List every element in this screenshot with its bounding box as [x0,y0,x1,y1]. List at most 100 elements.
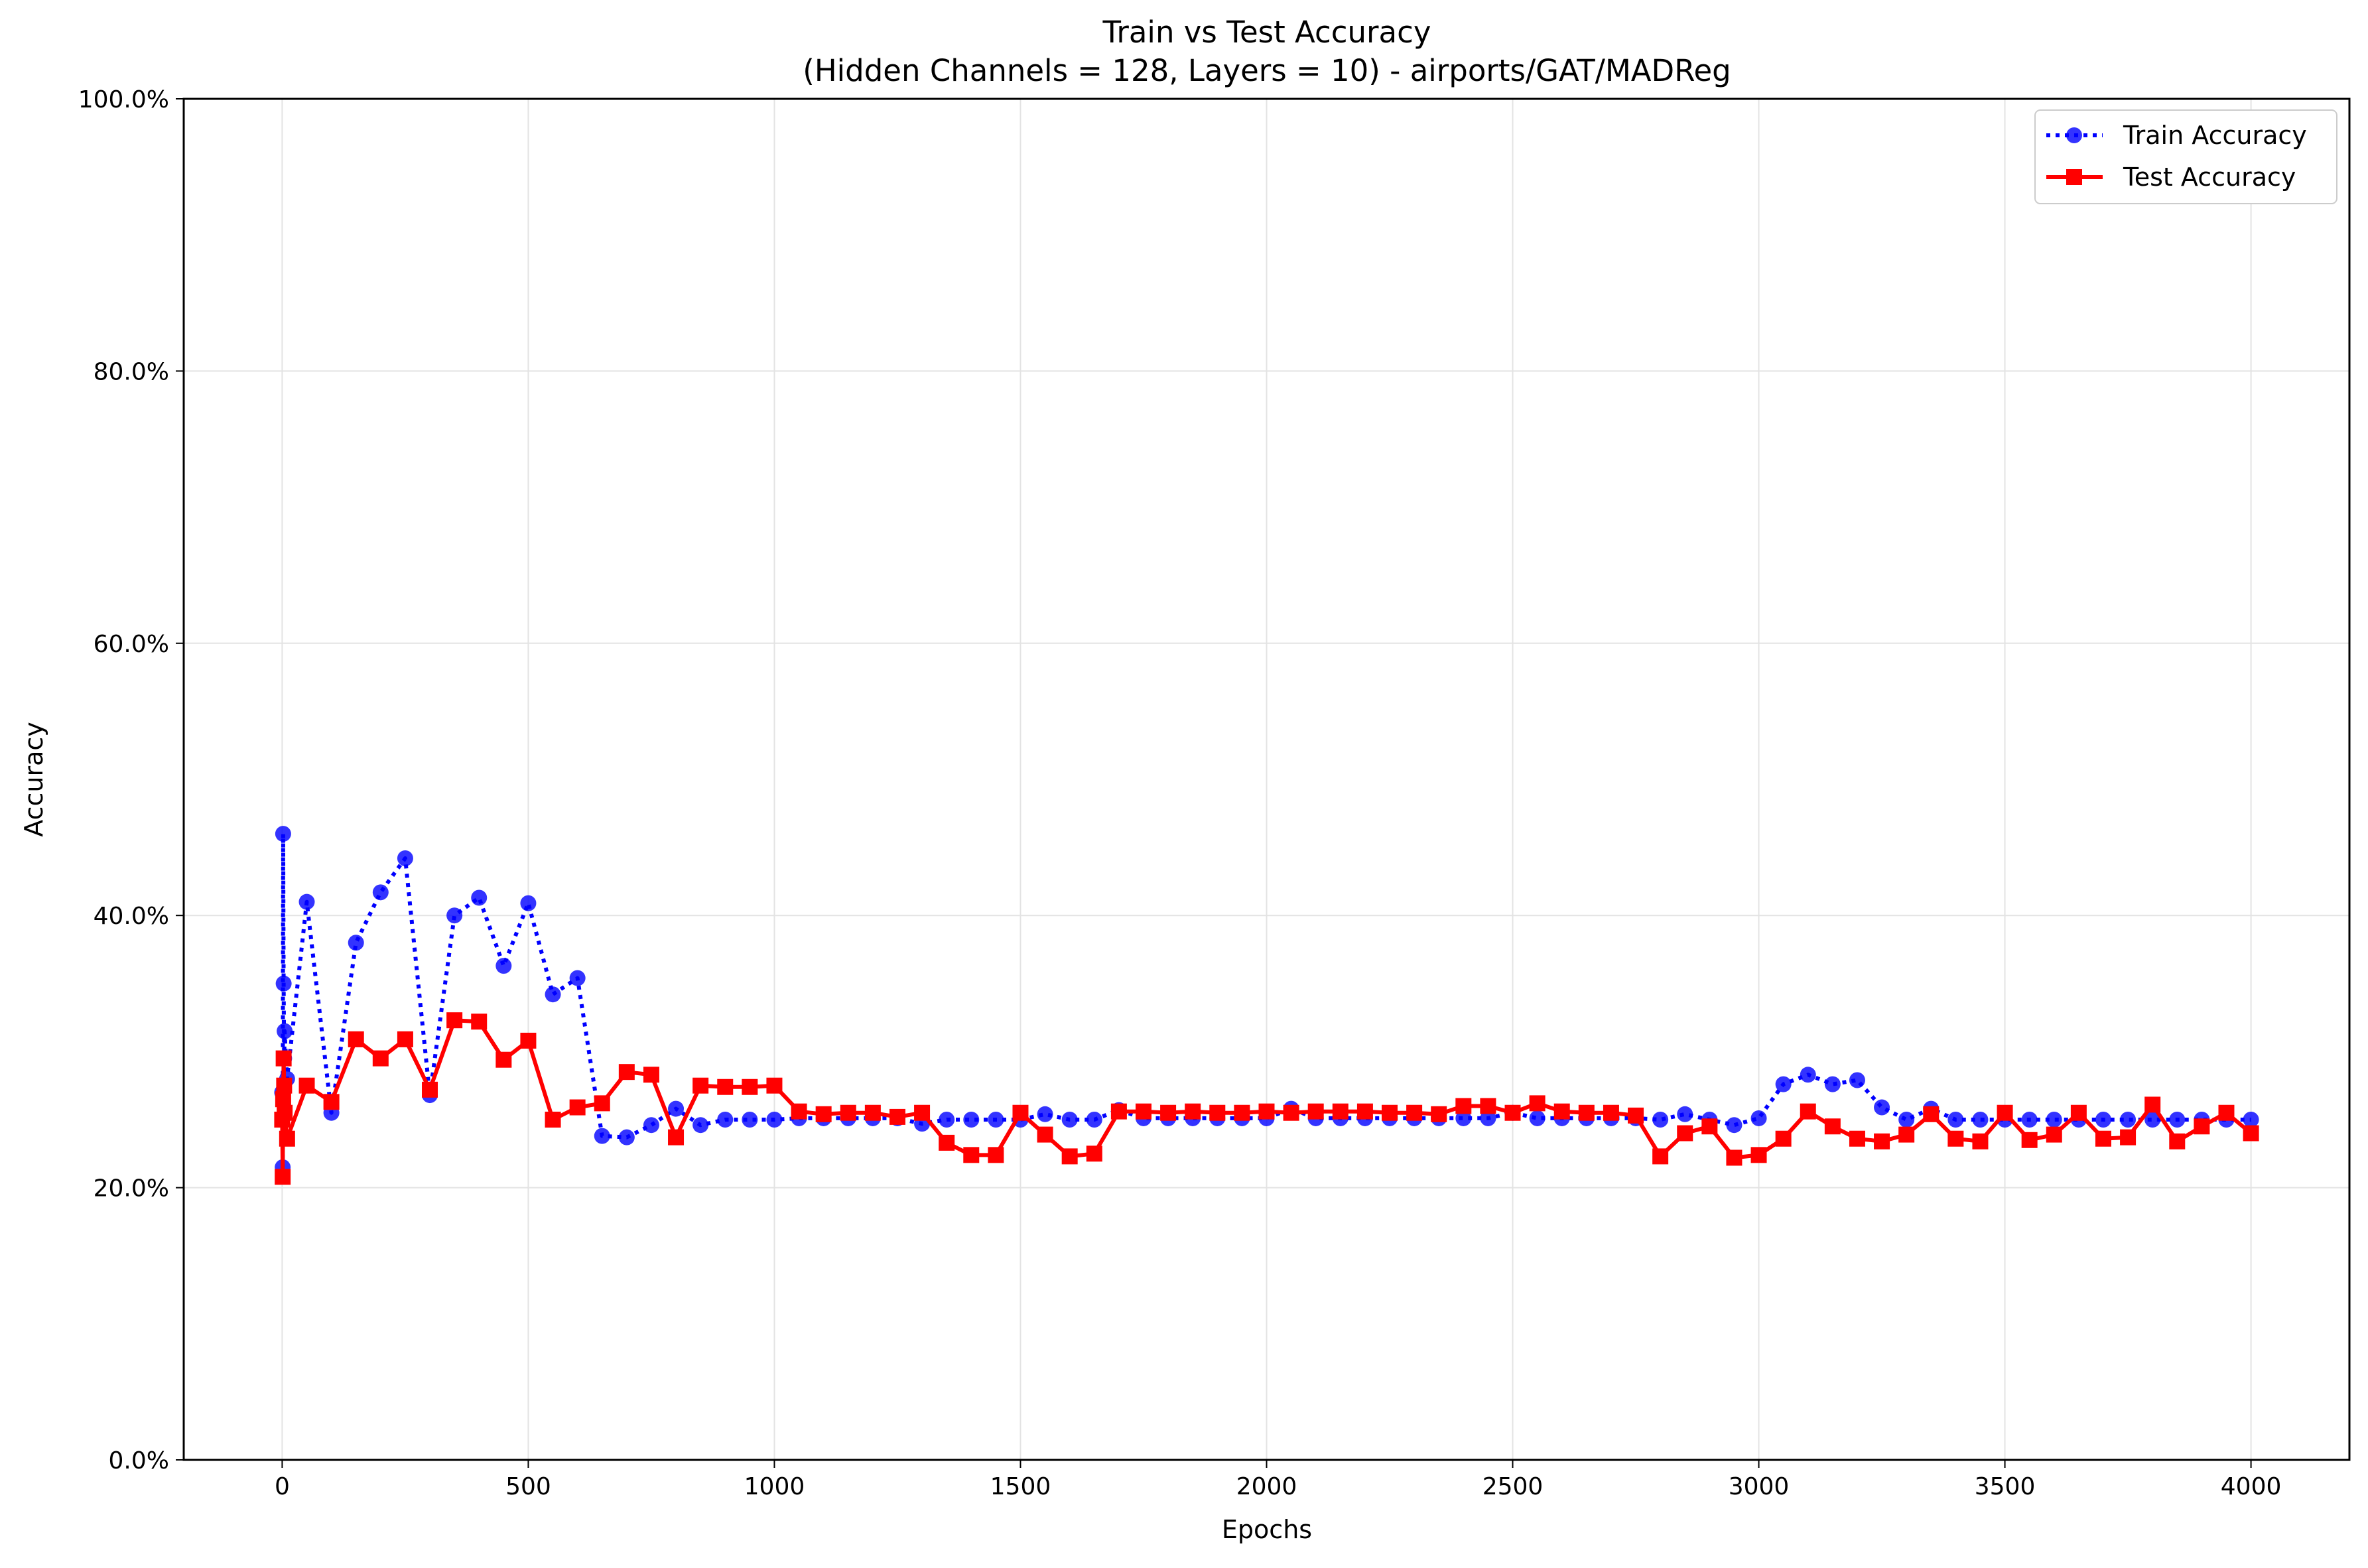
train-accuracy-point [618,1129,635,1145]
axis-ticks: 0 500 1000 1500 2000 2500 3000 3500 4000 0.0% 20.0… [78,86,2282,1500]
test-accuracy-point [1258,1103,1275,1120]
test-accuracy-point [372,1050,389,1067]
test-accuracy-point [1332,1103,1348,1120]
series-plot-area [274,826,2259,1185]
train-accuracy-point [963,1112,980,1128]
test-accuracy-point [1726,1149,1743,1166]
chart-subtitle: (Hidden Channels = 128, Layers = 10) - a… [803,53,1731,88]
train-accuracy-point [594,1128,610,1144]
test-accuracy-point [1874,1133,1890,1149]
x-tick-label: 3500 [1975,1473,2036,1500]
test-accuracy-point [2021,1132,2038,1148]
test-accuracy-point [1135,1103,1151,1120]
train-accuracy-point [939,1112,955,1128]
test-accuracy-point [1677,1125,1693,1142]
x-tick-label: 0 [275,1473,290,1500]
test-accuracy-point [1356,1103,1373,1120]
train-accuracy-point [1874,1099,1890,1116]
test-accuracy-point [1947,1130,1964,1147]
train-accuracy-point [471,889,488,906]
train-accuracy-point [643,1117,659,1134]
test-accuracy-point [1553,1103,1570,1120]
train-accuracy-line [280,832,2251,1169]
test-accuracy-point [668,1129,685,1145]
train-accuracy-point [520,895,537,911]
test-accuracy-point [1086,1145,1102,1162]
y-tick-label: 40.0% [94,903,169,930]
test-accuracy-point [988,1147,1004,1163]
test-accuracy-point [1382,1104,1398,1121]
test-accuracy-point [742,1078,758,1095]
train-accuracy-point [1529,1110,1546,1126]
train-accuracy-point [1037,1106,1053,1122]
train-accuracy-point [446,907,463,924]
test-accuracy-point [348,1031,364,1047]
train-accuracy-point [717,1112,734,1128]
test-accuracy-point [1701,1118,1718,1135]
train-accuracy-point [1677,1106,1693,1122]
test-accuracy-point [963,1147,980,1163]
x-tick-label: 4000 [2221,1473,2282,1500]
train-accuracy-point [766,1112,783,1128]
train-accuracy-point [277,1023,293,1039]
test-accuracy-point [1824,1118,1841,1135]
train-accuracy-point [1480,1110,1496,1126]
test-accuracy-point [2194,1118,2210,1135]
test-accuracy-point [520,1032,537,1049]
legend-train-marker [2066,127,2082,143]
train-accuracy-point [2144,1112,2161,1128]
test-accuracy-point [1061,1148,1078,1165]
test-accuracy-point [1406,1104,1423,1121]
test-accuracy-point [2243,1125,2259,1142]
test-accuracy-point [791,1103,807,1120]
x-tick-label: 1000 [744,1473,805,1500]
test-accuracy-point [692,1077,709,1094]
test-accuracy-point [471,1013,488,1030]
test-accuracy-point [2218,1104,2235,1121]
test-accuracy-point [2095,1130,2111,1147]
test-accuracy-point [275,1169,291,1185]
test-accuracy-point [1529,1095,1546,1112]
test-accuracy-point [1603,1104,1619,1121]
test-accuracy-point [1775,1130,1792,1147]
test-accuracy-point [1209,1104,1226,1121]
test-accuracy-point [1997,1104,2013,1121]
train-accuracy-point [1972,1112,1989,1128]
test-accuracy-point [1504,1104,1521,1121]
test-accuracy-point [277,1104,293,1121]
test-accuracy-point [545,1112,561,1128]
test-accuracy-point [275,1050,292,1067]
test-accuracy-point [1455,1098,1472,1114]
test-accuracy-point [1972,1133,1989,1149]
train-accuracy-point [348,935,364,951]
y-tick-label: 100.0% [78,86,169,113]
train-accuracy-point [1652,1112,1669,1128]
train-accuracy-point [397,850,413,867]
train-accuracy-point [988,1112,1004,1128]
test-accuracy-point [1110,1103,1127,1120]
train-accuracy-point [1455,1110,1472,1126]
test-accuracy-point [1283,1104,1299,1121]
test-accuracy-point [815,1106,832,1122]
test-accuracy-point [889,1108,905,1125]
y-tick-label: 20.0% [94,1175,169,1203]
train-accuracy-point [495,958,512,974]
legend: Train Accuracy Test Accuracy [2034,109,2337,204]
test-accuracy-point [2120,1129,2137,1145]
y-tick-label: 80.0% [94,358,169,385]
test-accuracy-point [1431,1106,1447,1122]
test-accuracy-point [766,1077,783,1094]
test-accuracy-point [939,1134,955,1151]
test-accuracy-point [298,1077,315,1094]
train-accuracy-point [2095,1112,2111,1128]
x-tick-label: 1500 [990,1473,1051,1500]
test-accuracy-point [276,1077,293,1094]
x-axis-label: Epochs [1222,1515,1312,1544]
chart-title: Train vs Test Accuracy [1102,15,1431,50]
test-accuracy-point [1037,1126,1053,1143]
y-axis-label: Accuracy [19,722,48,837]
test-accuracy-point [840,1104,856,1121]
test-accuracy-point [914,1104,931,1121]
grid-lines [184,98,2349,1461]
